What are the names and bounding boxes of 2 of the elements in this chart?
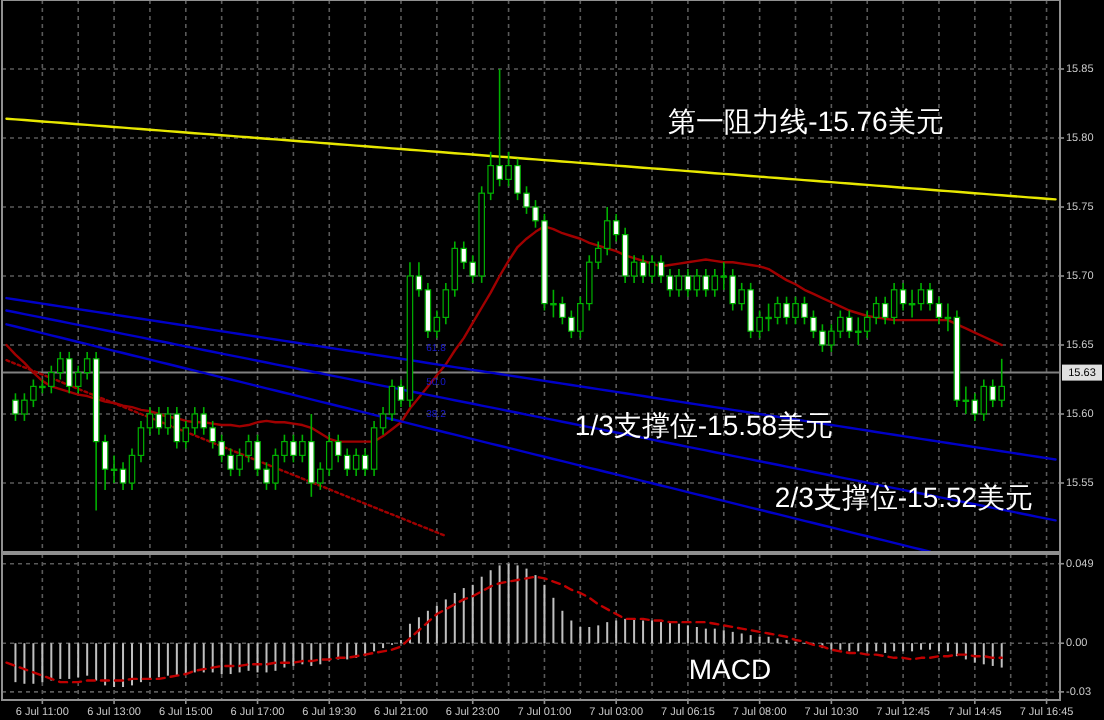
annotation: 第一阻力线-15.76美元 (668, 105, 944, 138)
annotation: MACD (688, 653, 772, 686)
